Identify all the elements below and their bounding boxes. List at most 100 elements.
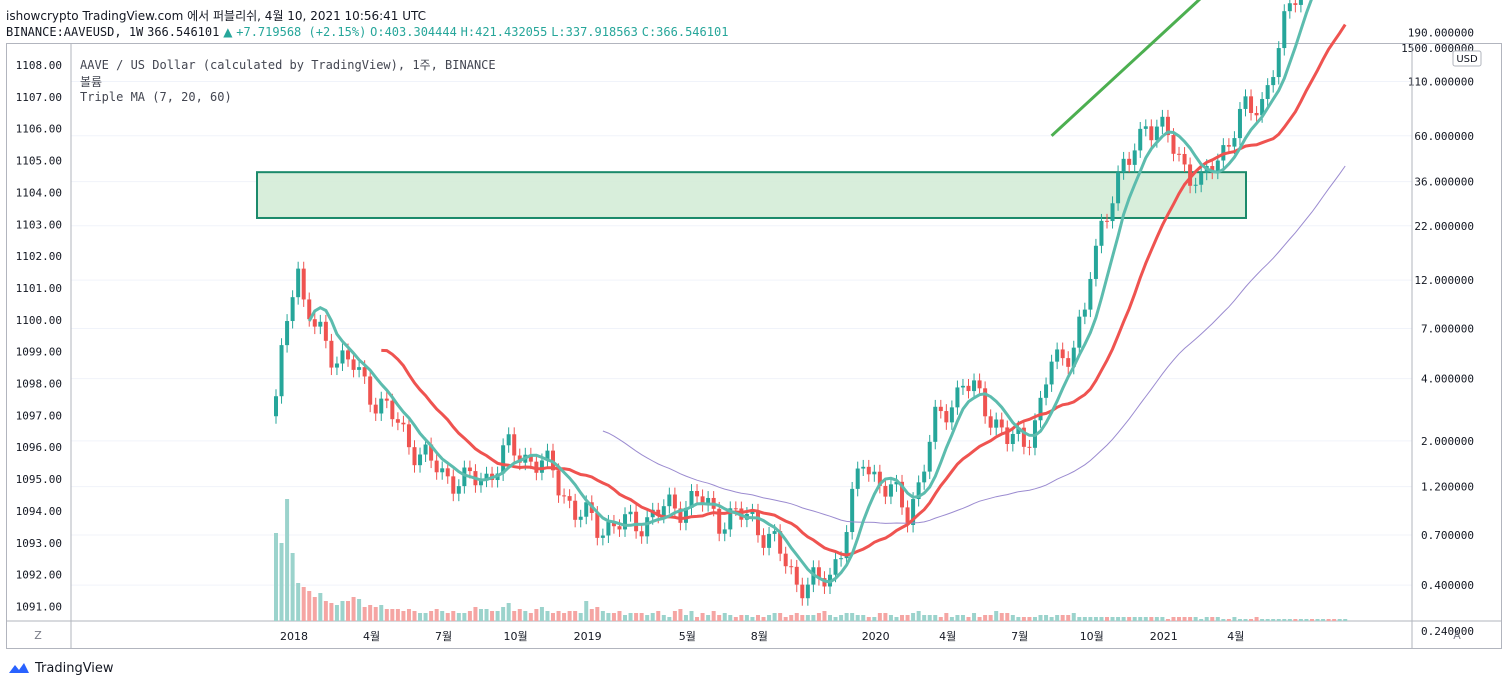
volume-bar [1309, 619, 1314, 621]
x-tick-label: 5월 [679, 630, 696, 643]
candle-body [894, 481, 899, 485]
candle-body [733, 508, 738, 510]
volume-bar [1271, 619, 1276, 621]
candle-body [623, 514, 628, 530]
candle-body [994, 419, 999, 428]
candle-body [567, 496, 572, 501]
volume-bar [1121, 617, 1126, 621]
candle-body [966, 385, 971, 392]
right-tick-label: 0.240000 [1421, 625, 1474, 638]
candle-body [1260, 98, 1265, 116]
candle-body [1282, 11, 1287, 49]
volume-bar [1132, 617, 1137, 621]
volume-bar [1005, 613, 1010, 621]
volume-bar [406, 609, 411, 621]
volume-bar [390, 609, 395, 621]
candle-body [1088, 278, 1093, 310]
volume-bar [888, 615, 893, 621]
volume-bar [334, 605, 339, 621]
volume-bar [689, 611, 694, 621]
volume-bar [473, 607, 478, 621]
candle-body [512, 434, 517, 456]
volume-bar [744, 615, 749, 621]
x-tick-label: 2020 [862, 630, 890, 643]
volume-bar [833, 617, 838, 621]
candle-body [556, 470, 561, 496]
candle-body [861, 466, 866, 469]
volume-bar [811, 615, 816, 621]
candle-body [972, 380, 977, 392]
volume-bar [1177, 617, 1182, 621]
volume-bar [567, 611, 572, 621]
legend-ma[interactable]: Triple MA (7, 20, 60) [80, 90, 232, 104]
candle-body [944, 411, 949, 423]
volume-bar [517, 609, 522, 621]
candle-body [1132, 150, 1137, 165]
candle-body [373, 404, 378, 414]
volume-bar [551, 613, 555, 621]
volume-bar [1221, 619, 1226, 621]
footer[interactable]: TradingView [8, 660, 114, 676]
volume-bar [1204, 617, 1209, 621]
x-tick-label: 7월 [435, 630, 452, 643]
symbol-label[interactable]: BINANCE:AAVEUSD, 1W [6, 25, 144, 39]
candle-body [866, 466, 871, 475]
candle-body [794, 566, 799, 585]
volume-bar [312, 597, 317, 621]
candle-body [977, 380, 982, 389]
candle-body [661, 506, 666, 516]
right-tick-label: 60.000000 [1414, 130, 1474, 143]
x-tick-label: 2018 [280, 630, 308, 643]
auto-scale-button[interactable]: A [1453, 629, 1461, 642]
volume-bar [418, 613, 423, 621]
volume-bar [722, 613, 727, 621]
candle-body [872, 471, 877, 475]
close-value: C:366.546101 [641, 25, 729, 39]
last-price: 366.546101 [147, 25, 220, 39]
volume-bar [1038, 615, 1043, 621]
candle-body [1082, 309, 1087, 317]
volume-bar [944, 613, 949, 621]
volume-bar [384, 609, 389, 621]
left-tick-label: 1091.00 [16, 600, 62, 613]
x-tick-label: 7월 [1011, 630, 1028, 643]
volume-bar [606, 613, 611, 621]
candle-body [960, 385, 965, 388]
change-value: +7.719568 (+2.15%) [236, 25, 367, 39]
candle-body [456, 486, 461, 494]
volume-bar [456, 613, 461, 621]
volume-bar [1226, 619, 1231, 621]
candle-body [606, 521, 611, 536]
volume-bar [1265, 619, 1270, 621]
volume-bar [429, 611, 434, 621]
zoom-button[interactable]: Z [34, 629, 42, 642]
volume-bar [1099, 617, 1104, 621]
volume-bar [927, 615, 932, 621]
candle-body [1232, 138, 1237, 147]
volume-bar [933, 615, 938, 621]
volume-bar [1016, 617, 1021, 621]
volume-bar [1160, 617, 1165, 621]
volume-bar [639, 613, 644, 621]
candle-body [323, 321, 328, 341]
volume-bar [595, 607, 600, 621]
candle-body [484, 473, 489, 480]
volume-bar [955, 615, 960, 621]
left-tick-label: 1106.00 [16, 123, 62, 136]
candle-body [368, 376, 373, 405]
volume-bar [739, 615, 744, 621]
volume-bar [512, 611, 517, 621]
volume-bar [279, 543, 284, 621]
candle-body [1121, 158, 1126, 173]
candle-body [1077, 316, 1082, 348]
volume-bar [728, 615, 733, 621]
candle-body [285, 321, 290, 346]
candle-body [578, 516, 583, 520]
volume-bar [717, 615, 722, 621]
legend-volume[interactable]: 볼륨 [80, 75, 103, 89]
candle-body [1287, 3, 1292, 12]
volume-bar [578, 613, 583, 621]
candle-body [1254, 112, 1259, 116]
volume-bar [545, 611, 550, 621]
